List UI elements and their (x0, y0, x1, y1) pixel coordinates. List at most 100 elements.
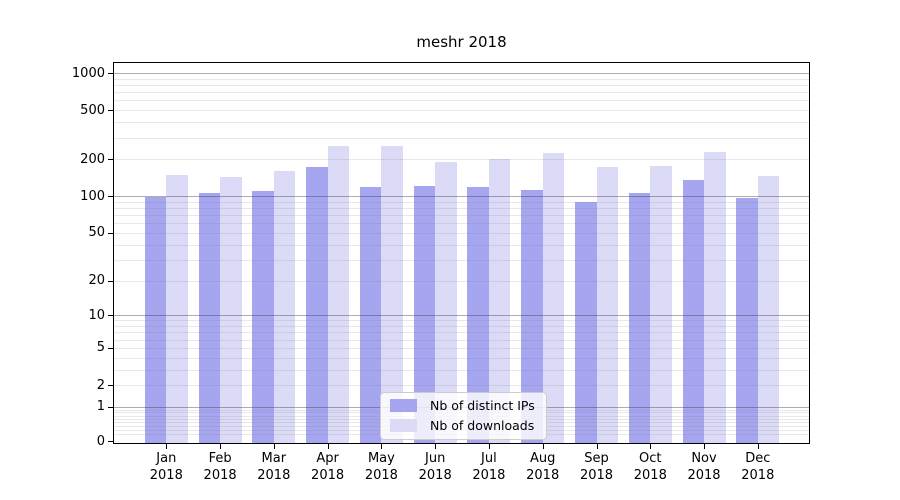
x-tick-mark (704, 444, 705, 449)
x-tick-label-year: 2018 (203, 468, 237, 483)
minor-gridline (113, 259, 810, 261)
y-tick-label: 1000 (71, 65, 105, 81)
bar-jun-downloads (435, 162, 457, 444)
bar-apr-downloads (327, 146, 350, 444)
minor-gridline (113, 244, 810, 246)
y-tick-mark (108, 280, 113, 282)
x-tick-label-year: 2018 (418, 468, 452, 483)
x-tick-mark (596, 444, 598, 449)
y-tick-label: 1 (96, 399, 105, 415)
x-tick-label-month: Nov (691, 451, 717, 466)
bar-aug-downloads (542, 152, 565, 444)
x-tick-label-month: Sep (584, 451, 609, 466)
minor-gridline (113, 78, 810, 80)
x-tick-label-month: May (367, 451, 395, 466)
y-tick-mark (108, 347, 113, 349)
minor-gridline (113, 280, 810, 282)
x-tick-mark (757, 444, 759, 449)
x-tick-label-month: Dec (745, 451, 771, 466)
minor-gridline (113, 110, 810, 112)
minor-gridline (113, 326, 810, 327)
minor-gridline (113, 357, 810, 359)
y-tick-label: 20 (88, 273, 105, 288)
x-tick-label-year: 2018 (526, 468, 560, 483)
x-tick-label-year: 2018 (257, 468, 291, 483)
x-tick-label-month: Jul (481, 451, 497, 466)
bar-aug-ips (521, 190, 543, 444)
y-tick-label: 5 (96, 340, 105, 356)
x-tick-label-year: 2018 (741, 468, 775, 483)
legend-swatch-distinct-ips (390, 399, 417, 412)
x-tick-mark (650, 444, 652, 449)
x-tick-label-month: Apr (316, 451, 339, 466)
x-tick-mark (166, 444, 168, 449)
bar-jan-ips (144, 196, 167, 444)
x-tick-label-year: 2018 (311, 468, 345, 483)
x-tick-mark (273, 444, 275, 449)
bar-nov-ips (682, 180, 704, 444)
major-gridline (113, 196, 810, 198)
bar-oct-ips (628, 192, 651, 444)
y-tick-mark (108, 406, 113, 408)
y-tick-label: 500 (80, 102, 105, 118)
bar-dec-downloads (757, 176, 780, 444)
bar-jul-downloads (488, 159, 511, 444)
x-tick-label-year: 2018 (633, 468, 667, 483)
bar-oct-downloads (650, 165, 672, 444)
x-tick-mark (327, 444, 329, 449)
minor-gridline (113, 347, 810, 349)
chart-title: meshr 2018 (416, 33, 507, 51)
minor-gridline (113, 137, 810, 139)
x-tick-label-year: 2018 (364, 468, 398, 483)
y-tick-label: 50 (88, 225, 105, 241)
bar-sep-ips (575, 201, 597, 444)
minor-gridline (113, 201, 810, 203)
y-tick-mark (108, 441, 113, 442)
x-tick-mark (542, 444, 544, 449)
major-gridline (113, 73, 810, 74)
x-tick-mark (435, 444, 437, 449)
bar-dec-ips (736, 197, 758, 444)
x-tick-label-year: 2018 (687, 468, 721, 483)
x-tick-label-year: 2018 (579, 468, 614, 483)
plot-area (113, 62, 810, 444)
minor-gridline (113, 215, 810, 217)
bar-jul-ips (467, 186, 489, 444)
y-tick-label: 200 (80, 151, 105, 167)
bar-jan-downloads (166, 175, 188, 444)
bar-may-ips (359, 186, 382, 444)
major-gridline (113, 315, 810, 317)
x-tick-label-year: 2018 (472, 468, 506, 483)
bar-sep-downloads (596, 166, 618, 444)
y-tick-mark (108, 232, 113, 234)
legend-item: Nb of downloads (390, 418, 535, 433)
bar-jun-ips (413, 186, 436, 444)
x-tick-mark (381, 444, 383, 449)
minor-gridline (113, 369, 810, 371)
legend-label: Nb of distinct IPs (430, 398, 535, 413)
y-tick-mark (108, 110, 113, 112)
minor-gridline (113, 159, 810, 161)
x-tick-label-year: 2018 (149, 468, 183, 483)
x-tick-label-month: Jan (156, 451, 177, 466)
minor-gridline (113, 85, 810, 86)
bar-may-downloads (381, 146, 403, 444)
y-tick-mark (108, 196, 113, 198)
minor-gridline (113, 223, 810, 225)
minor-gridline (113, 339, 810, 341)
bar-feb-downloads (220, 176, 242, 444)
y-tick-label: 2 (96, 377, 105, 393)
minor-gridline (113, 208, 810, 209)
minor-gridline (113, 92, 810, 94)
minor-gridline (113, 385, 810, 386)
minor-gridline (113, 100, 810, 102)
x-tick-label-month: Mar (261, 451, 287, 466)
bar-mar-downloads (273, 171, 296, 444)
bar-apr-ips (306, 166, 328, 444)
legend: Nb of distinct IPs Nb of downloads (380, 392, 547, 440)
bar-nov-downloads (704, 151, 726, 444)
x-tick-label-month: Oct (639, 451, 662, 466)
x-tick-label-month: Feb (208, 451, 232, 466)
x-tick-label-month: Aug (529, 451, 556, 466)
